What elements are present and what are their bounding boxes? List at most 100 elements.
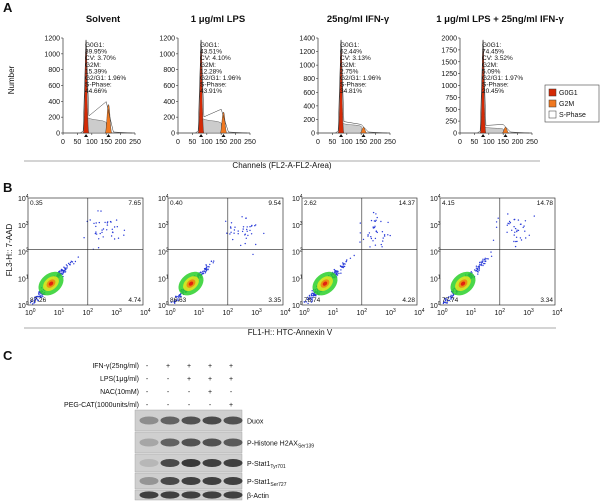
event-dot xyxy=(478,269,480,272)
peak-marker xyxy=(503,134,508,137)
event-dot xyxy=(370,237,373,240)
event-dot xyxy=(307,296,309,298)
event-dot xyxy=(229,233,231,235)
tick-exponent: 3 xyxy=(438,221,441,227)
x-tick-label: 250 xyxy=(384,139,396,146)
stat-line: 12.28% xyxy=(200,68,222,75)
stat-line: S-Phase: xyxy=(482,82,509,89)
event-dot xyxy=(506,224,508,226)
event-dot xyxy=(515,240,517,243)
y-tick-label: 100 xyxy=(158,301,169,310)
blot-label: P-Stat1Tyr701 xyxy=(247,461,286,470)
histogram-s-phase xyxy=(483,127,505,134)
event-dot xyxy=(479,262,481,264)
quadrant-value: 3.34 xyxy=(540,297,553,304)
quadrant-value: 7.65 xyxy=(128,200,141,207)
event-dot xyxy=(207,268,209,270)
event-dot xyxy=(306,298,309,301)
event-dot xyxy=(34,299,36,301)
event-dot xyxy=(109,220,112,223)
event-dot xyxy=(106,229,108,231)
event-dot xyxy=(476,269,479,271)
event-dot xyxy=(202,272,205,275)
event-dot xyxy=(446,302,448,304)
event-dot xyxy=(484,257,486,259)
event-dot xyxy=(234,226,236,228)
event-dot xyxy=(178,296,180,299)
event-dot xyxy=(254,225,256,227)
tick-exponent: 1 xyxy=(62,308,65,314)
tick-exponent: 0 xyxy=(307,308,310,314)
blot-band xyxy=(160,416,180,425)
tick-base: 10 xyxy=(495,310,503,317)
y-tick-label: 1750 xyxy=(441,47,457,54)
tick-base: 10 xyxy=(430,223,438,230)
event-dot xyxy=(251,224,253,227)
event-dot xyxy=(312,294,314,297)
y-tick-label: 102 xyxy=(292,248,303,257)
tick-base: 10 xyxy=(552,310,560,317)
event-dot xyxy=(516,240,518,243)
event-dot xyxy=(255,224,257,226)
event-dot xyxy=(117,237,120,239)
event-dot xyxy=(375,213,377,215)
event-dot xyxy=(199,271,202,273)
blot-subscript: Ser727 xyxy=(270,482,286,488)
event-dot xyxy=(477,271,479,273)
x-tick-label: 103 xyxy=(523,308,534,317)
event-dot xyxy=(445,302,447,304)
y-tick-label: 102 xyxy=(18,248,29,257)
peak-marker xyxy=(221,134,226,137)
tick-base: 10 xyxy=(158,276,166,283)
event-dot xyxy=(209,263,211,266)
event-dot xyxy=(477,273,479,275)
event-dot xyxy=(97,247,100,249)
event-dot xyxy=(37,299,39,302)
event-dot xyxy=(514,231,516,233)
event-dot xyxy=(178,294,181,296)
y-axis-title: FL3-H:: 7-AAD xyxy=(5,224,14,277)
stat-line: CV: 3.52% xyxy=(482,55,513,62)
event-dot xyxy=(452,294,455,296)
event-dot xyxy=(335,271,337,273)
event-dot xyxy=(359,241,361,243)
event-dot xyxy=(175,295,177,297)
event-dot xyxy=(336,271,339,273)
stat-line: 20.45% xyxy=(482,88,504,95)
event-dot xyxy=(311,292,313,294)
lane-sign: - xyxy=(167,376,170,383)
tick-base: 10 xyxy=(54,310,62,317)
event-dot xyxy=(180,295,182,298)
y-tick-label: 600 xyxy=(163,83,175,90)
x-tick-label: 101 xyxy=(54,308,65,317)
event-dot xyxy=(39,295,42,298)
event-dot xyxy=(381,246,383,248)
event-dot xyxy=(204,272,207,274)
blot-band xyxy=(223,438,243,447)
tick-base: 10 xyxy=(292,250,300,257)
event-dot xyxy=(525,237,527,239)
blot-band xyxy=(202,438,222,447)
tick-exponent: 3 xyxy=(531,308,534,314)
plot-title: 1 μg/ml LPS + 25ng/ml IFN-γ xyxy=(436,14,564,25)
peak-marker xyxy=(339,134,344,137)
event-dot xyxy=(475,270,477,272)
y-tick-label: 103 xyxy=(158,221,169,230)
event-dot xyxy=(233,232,235,234)
panel-label: B xyxy=(3,180,12,195)
x-tick-label: 50 xyxy=(329,139,337,146)
event-dot xyxy=(33,300,36,302)
blot-label: Duox xyxy=(247,419,264,426)
y-tick-label: 600 xyxy=(303,90,315,97)
y-tick-label: 0 xyxy=(453,131,457,138)
event-dot xyxy=(495,226,498,228)
event-dot xyxy=(83,237,85,239)
event-dot xyxy=(58,271,61,273)
legend-label: G0G1 xyxy=(559,90,578,97)
y-tick-label: 1200 xyxy=(159,36,175,43)
lane-sign: - xyxy=(146,363,149,370)
event-dot xyxy=(376,231,378,234)
event-dot xyxy=(383,234,386,236)
tick-exponent: 3 xyxy=(300,221,303,227)
event-dot xyxy=(66,265,69,267)
